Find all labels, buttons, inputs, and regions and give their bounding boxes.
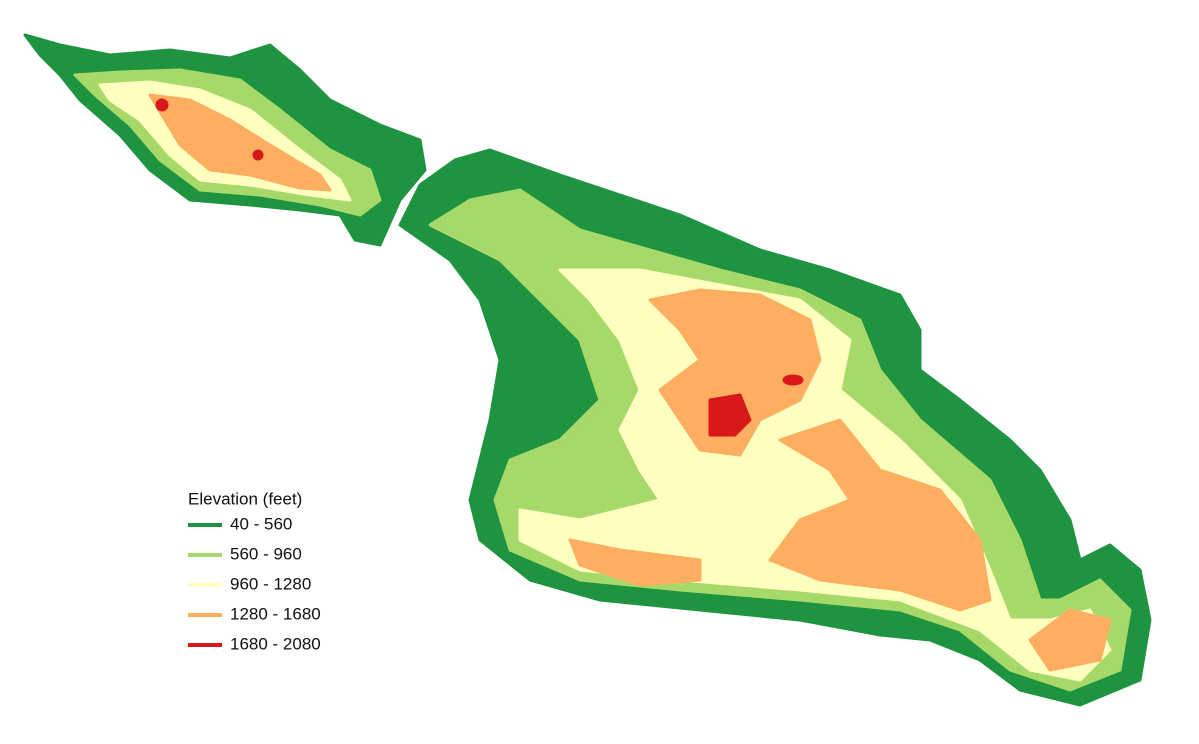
- elevation-zone: [708, 393, 752, 437]
- legend-label: 960 - 1280: [230, 574, 311, 593]
- legend-label: 1280 - 1680: [230, 604, 321, 623]
- elevation-zone: [155, 98, 169, 112]
- elevation-zone: [782, 374, 804, 386]
- elevation-zone: [1028, 608, 1112, 672]
- elevation-zone: [148, 93, 332, 192]
- legend: Elevation (feet) 40 - 560 560 - 960 960 …: [188, 489, 321, 653]
- west-island: [23, 33, 427, 247]
- legend-title: Elevation (feet): [188, 489, 302, 508]
- legend-label: 40 - 560: [230, 514, 292, 533]
- elevation-zone: [768, 418, 992, 612]
- elevation-zone: [252, 149, 264, 161]
- main-island: [398, 148, 1152, 707]
- elevation-zone: [648, 288, 822, 457]
- legend-label: 1680 - 2080: [230, 634, 321, 653]
- elevation-zone: [568, 538, 702, 587]
- legend-label: 560 - 960: [230, 544, 302, 563]
